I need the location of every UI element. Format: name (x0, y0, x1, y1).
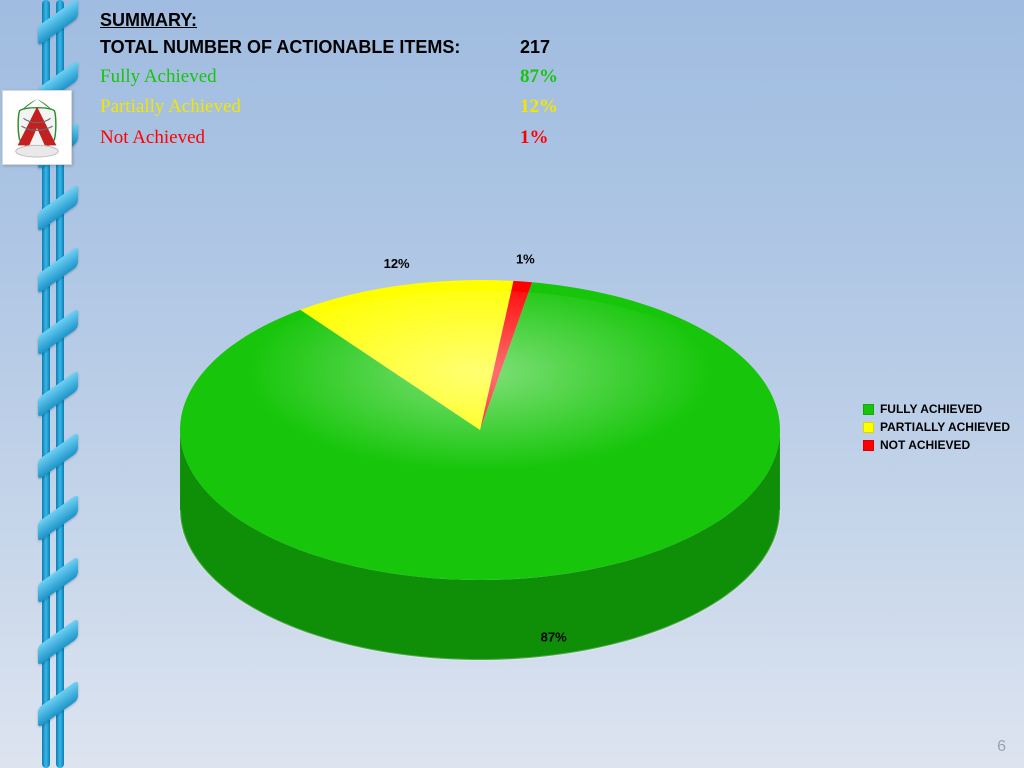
legend-swatch (863, 440, 874, 451)
summary-block: SUMMARY: TOTAL NUMBER OF ACTIONABLE ITEM… (100, 10, 700, 153)
summary-item-label: Not Achieved (100, 123, 520, 153)
legend-label: FULLY ACHIEVED (880, 402, 982, 416)
summary-item-row: Fully Achieved87% (100, 62, 700, 92)
page-number: 6 (997, 738, 1006, 756)
pie-slice-label: 87% (541, 629, 567, 644)
summary-item-value: 87% (520, 62, 640, 92)
summary-total-row: TOTAL NUMBER OF ACTIONABLE ITEMS: 217 (100, 33, 700, 62)
chart-legend: FULLY ACHIEVED PARTIALLY ACHIEVED NOT ACHI… (863, 398, 1010, 456)
pie-chart: 1% 12% 87% (120, 200, 840, 720)
summary-item-value: 12% (520, 92, 640, 122)
summary-item-label: Partially Achieved (100, 92, 520, 122)
summary-item-row: Partially Achieved12% (100, 92, 700, 122)
legend-item: NOT ACHIEVED (863, 438, 1010, 452)
legend-item: FULLY ACHIEVED (863, 402, 1010, 416)
summary-total-label: TOTAL NUMBER OF ACTIONABLE ITEMS: (100, 33, 520, 62)
legend-label: PARTIALLY ACHIEVED (880, 420, 1010, 434)
legend-swatch (863, 404, 874, 415)
pie-slice-label: 1% (516, 252, 535, 267)
legend-label: NOT ACHIEVED (880, 438, 970, 452)
summary-header: SUMMARY: (100, 10, 700, 31)
summary-item-label: Fully Achieved (100, 62, 520, 92)
pie-top-highlight (204, 291, 756, 525)
summary-item-row: Not Achieved1% (100, 123, 700, 153)
logo-badge (2, 90, 72, 165)
legend-swatch (863, 422, 874, 433)
logo-icon (8, 97, 66, 159)
legend-item: PARTIALLY ACHIEVED (863, 420, 1010, 434)
summary-total-value: 217 (520, 33, 640, 62)
pie-chart-svg: 1% 12% 87% (120, 200, 840, 720)
pie-slice-label: 12% (384, 256, 410, 271)
summary-item-value: 1% (520, 123, 640, 153)
